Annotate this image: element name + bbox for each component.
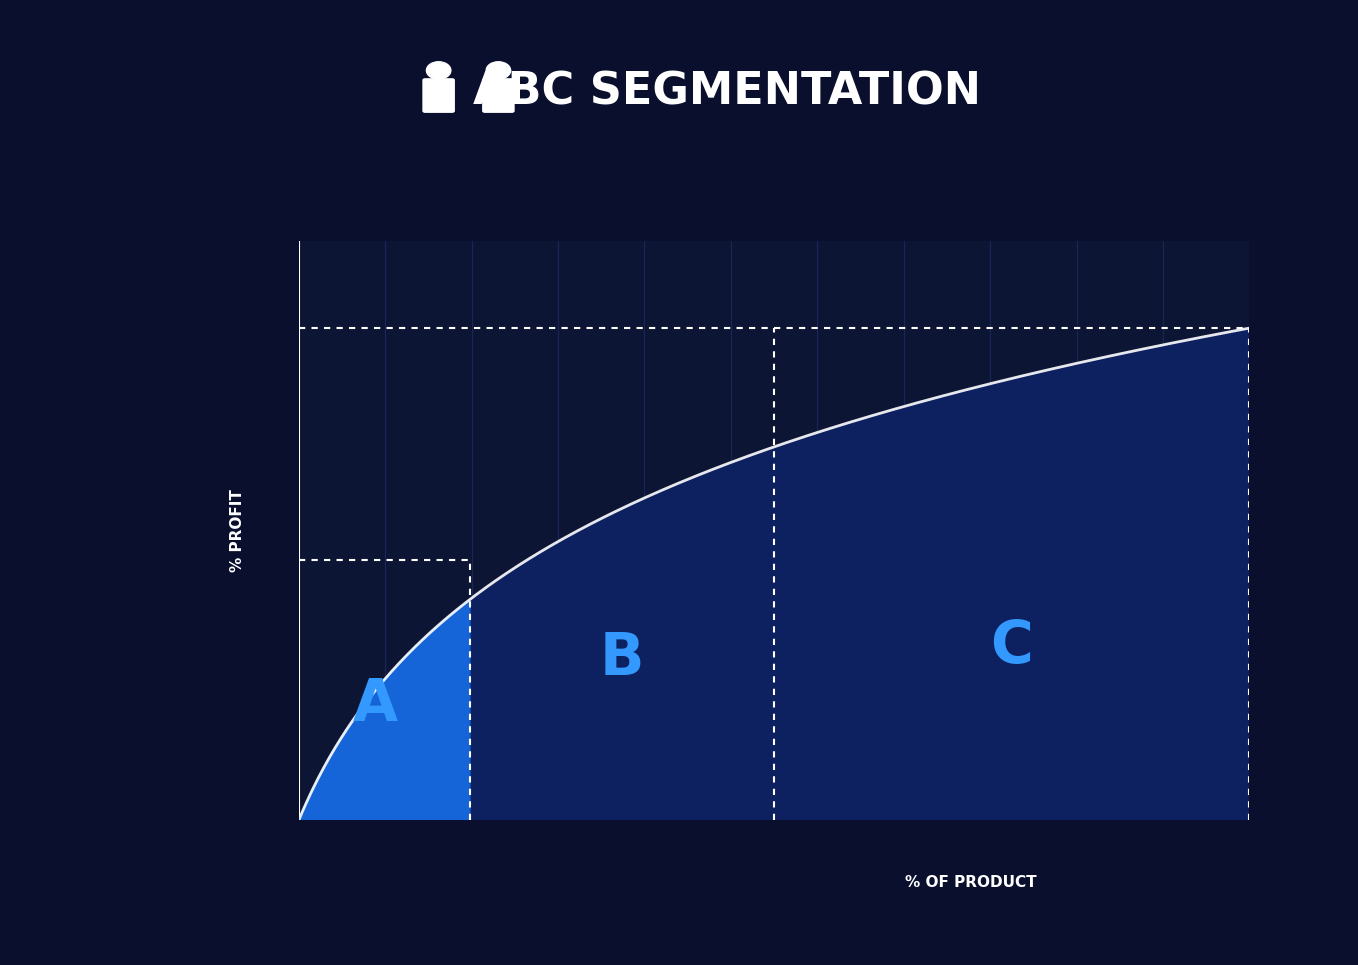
Text: ABC SEGMENTATION: ABC SEGMENTATION [473, 70, 980, 113]
Text: B: B [600, 629, 644, 687]
Polygon shape [299, 599, 470, 820]
Text: % PROFIT: % PROFIT [230, 489, 246, 572]
Text: % OF PRODUCT: % OF PRODUCT [906, 875, 1036, 891]
Text: C: C [990, 618, 1033, 676]
Text: A: A [353, 676, 398, 733]
Polygon shape [299, 328, 1249, 820]
